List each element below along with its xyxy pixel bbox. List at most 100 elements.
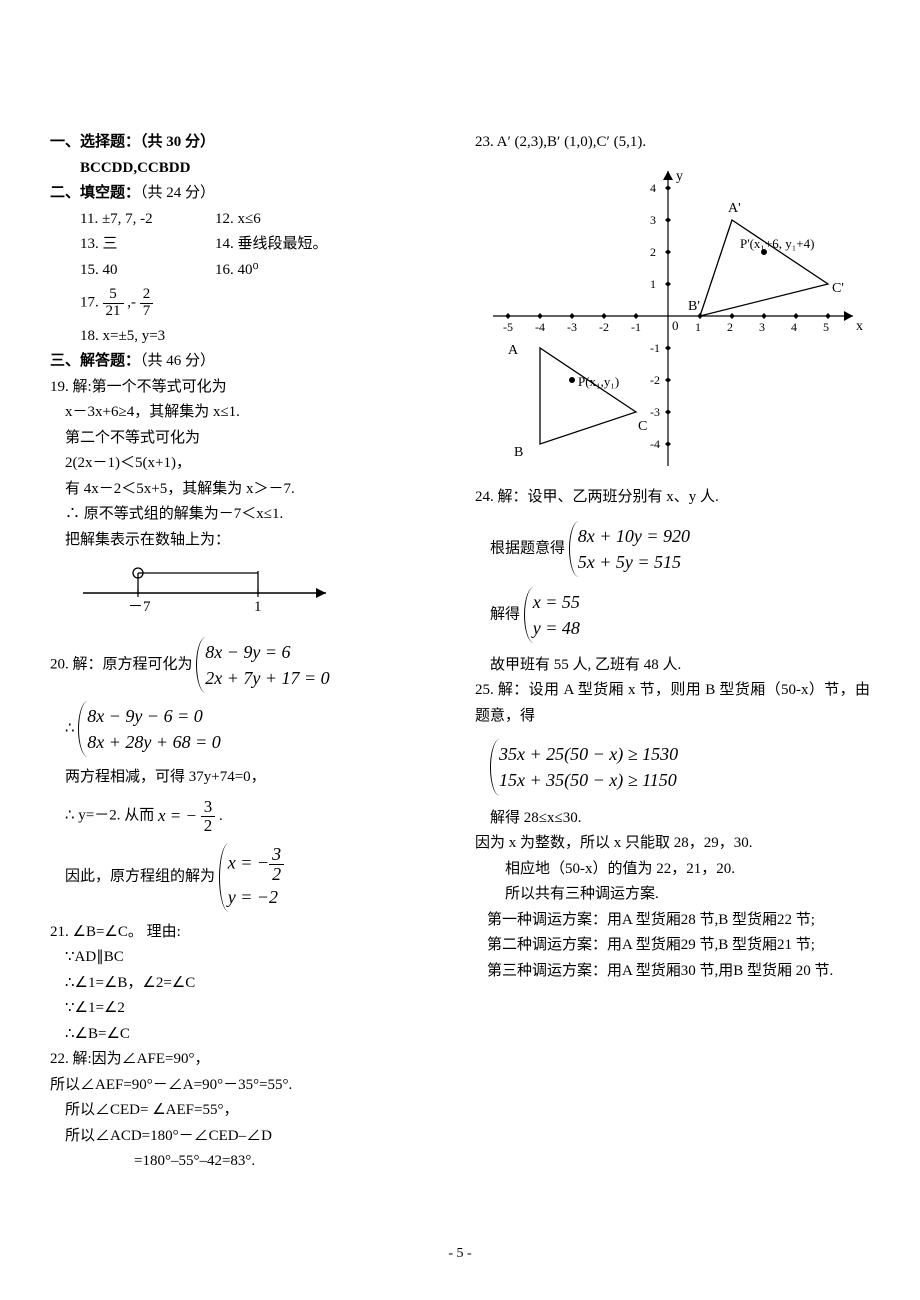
q16: 16. 40⁰ (215, 258, 259, 284)
q25-l5: 所以共有三种调运方案. (475, 882, 870, 908)
q23-plot: x y 0 -5-4-3-2-112345 -4-3-2-11234 A B C (493, 166, 870, 476)
q20-l5: 因此，原方程组的解为 (65, 869, 219, 885)
q23-l1: 23. A′ (2,3),B′ (1,0),C′ (5,1). (475, 130, 870, 156)
coordinate-plot-svg: x y 0 -5-4-3-2-112345 -4-3-2-11234 A B C (493, 166, 863, 466)
s2-title: 二、填空题： (50, 185, 140, 201)
nl-lab-left: －7 (128, 599, 151, 613)
q22-l3: 所以∠CED= ∠AEF=55°， (50, 1098, 445, 1124)
q22-l5: =180°–55°–42=83°. (50, 1149, 445, 1175)
svg-text:4: 4 (650, 181, 656, 195)
svg-text:A: A (508, 343, 519, 358)
q25: 25. 解：设用 A 型货厢 x 节，则用 B 型货厢（50-x）节，由题意，得… (475, 678, 870, 984)
q20-l3: 两方程相减，可得 37y+74=0， (50, 765, 445, 791)
q22-l2: 所以∠AEF=90°－∠A=90°－35°=55°. (50, 1073, 445, 1099)
q17-sep: ,- (127, 295, 140, 311)
svg-text:-4: -4 (535, 320, 545, 334)
q17-frac-b: 27 (140, 287, 154, 320)
q19: 19. 解:第一个不等式可化为 x－3x+6≥4，其解集为 x≤1. 第二个不等… (50, 375, 445, 623)
q25-l8: 第三种调运方案：用A 型货厢30 节,用B 型货厢 20 节. (475, 959, 870, 985)
q14: 14. 垂线段最短。 (215, 232, 328, 258)
q18: 18. x=±5, y=3 (50, 324, 445, 350)
q21-l4: ∵∠1=∠2 (50, 996, 445, 1022)
s3-points: （共 46 分） (140, 353, 215, 369)
q21-l5: ∴∠B=∠C (50, 1022, 445, 1048)
q24-l3: 解得 (490, 606, 520, 622)
s1-answers: BCCDD,CCBDD (50, 156, 445, 182)
q24-sysA: 8x + 10y = 920 5x + 5y = 515 (569, 521, 690, 577)
svg-text:3: 3 (650, 213, 656, 227)
q20-l4-eq: x = − (158, 806, 197, 825)
svg-text:2: 2 (650, 245, 656, 259)
svg-text:A': A' (728, 201, 741, 216)
q25-l1: 25. 解：设用 A 型货厢 x 节，则用 B 型货厢（50-x）节，由题意，得 (475, 678, 870, 729)
q23: 23. A′ (2,3),B′ (1,0),C′ (5,1). x y 0 -5… (475, 130, 870, 475)
q21-l3: ∴∠1=∠B，∠2=∠C (50, 971, 445, 997)
svg-text:-3: -3 (567, 320, 577, 334)
svg-text:5: 5 (823, 320, 829, 334)
nl-lab-right: 1 (254, 599, 262, 613)
svg-text:-5: -5 (503, 320, 513, 334)
q24-l4: 故甲班有 55 人, 乙班有 48 人. (475, 653, 870, 679)
svg-text:C': C' (832, 281, 844, 296)
q17-label: 17. (80, 295, 103, 311)
svg-text:P(x₁,y₁): P(x₁,y₁) (578, 374, 619, 389)
section-2: 二、填空题：（共 24 分） 11. ±7, 7, -212. x≤6 13. … (50, 181, 445, 349)
q20-sysB: 8x − 9y − 6 = 0 8x + 28y + 68 = 0 (78, 701, 220, 757)
q17-frac-a: 521 (103, 287, 124, 320)
q20-l1: 20. 解：原方程可化为 (50, 656, 196, 672)
svg-text:0: 0 (672, 318, 679, 333)
svg-text:y: y (676, 169, 683, 184)
q19-l7: 把解集表示在数轴上为： (50, 528, 445, 554)
q24: 24. 解：设甲、乙两班分别有 x、y 人. 根据题意得 8x + 10y = … (475, 485, 870, 678)
svg-text:-1: -1 (650, 341, 660, 355)
q12: 12. x≤6 (215, 207, 261, 233)
q22: 22. 解:因为∠AFE=90°， 所以∠AEF=90°－∠A=90°－35°=… (50, 1047, 445, 1175)
q21-l2: ∵AD∥BC (50, 945, 445, 971)
q19-l6: ∴ 原不等式组的解集为－7＜x≤1. (50, 502, 445, 528)
q17: 17. 521 ,- 27 (50, 287, 445, 320)
section-1: 一、选择题：（共 30 分） BCCDD,CCBDD (50, 130, 445, 181)
q20-l2: ∴ (65, 720, 78, 736)
page-body: 一、选择题：（共 30 分） BCCDD,CCBDD 二、填空题：（共 24 分… (0, 0, 920, 1240)
s1-title: 一、选择题： (50, 134, 140, 150)
q11: 11. ±7, 7, -2 (80, 207, 215, 233)
svg-text:B: B (514, 445, 523, 460)
q21: 21. ∠B=∠C。 理由: ∵AD∥BC ∴∠1=∠B，∠2=∠C ∵∠1=∠… (50, 920, 445, 1048)
svg-text:B': B' (688, 299, 700, 314)
q19-l1: 19. 解:第一个不等式可化为 (50, 375, 445, 401)
svg-text:2: 2 (727, 320, 733, 334)
q25-sysA: 35x + 25(50 − x) ≥ 1530 15x + 35(50 − x)… (490, 739, 678, 795)
q19-numberline: －7 1 (78, 561, 445, 623)
q24-sysB: x = 55 y = 48 (524, 587, 580, 643)
q20-sysC: x = −32 y = −2 (219, 843, 284, 912)
q20-l4-frac: 32 (201, 798, 216, 835)
svg-text:-1: -1 (631, 320, 641, 334)
svg-text:1: 1 (650, 277, 656, 291)
q24-l2: 根据题意得 (490, 540, 565, 556)
page-footer: - 5 - (0, 1246, 920, 1262)
q19-l2: x－3x+6≥4，其解集为 x≤1. (50, 400, 445, 426)
svg-text:1: 1 (695, 320, 701, 334)
svg-text:-2: -2 (650, 373, 660, 387)
q24-l1: 24. 解：设甲、乙两班分别有 x、y 人. (475, 485, 870, 511)
q25-l6: 第一种调运方案：用A 型货厢28 节,B 型货厢22 节; (475, 908, 870, 934)
q20-l4-end: . (219, 808, 223, 824)
svg-text:4: 4 (791, 320, 797, 334)
q20: 20. 解：原方程可化为 8x − 9y = 6 2x + 7y + 17 = … (50, 637, 445, 912)
svg-text:C: C (638, 419, 647, 434)
svg-text:x: x (856, 319, 863, 334)
section-3-head: 三、解答题：（共 46 分） (50, 349, 445, 375)
q13: 13. 三 (80, 232, 215, 258)
svg-text:3: 3 (759, 320, 765, 334)
q25-l3: 因为 x 为整数，所以 x 只能取 28，29，30. (475, 831, 870, 857)
q20-sysA: 8x − 9y = 6 2x + 7y + 17 = 0 (196, 637, 329, 693)
svg-text:-3: -3 (650, 405, 660, 419)
q25-l2: 解得 28≤x≤30. (475, 806, 870, 832)
svg-text:P'(x₁+6, y₁+4): P'(x₁+6, y₁+4) (740, 236, 814, 251)
q22-l1: 22. 解:因为∠AFE=90°， (50, 1047, 445, 1073)
q22-l4: 所以∠ACD=180°－∠CED–∠D (50, 1124, 445, 1150)
s2-points: （共 24 分） (140, 185, 215, 201)
q19-l4: 2(2x－1)＜5(x+1)， (50, 451, 445, 477)
q25-l7: 第二种调运方案：用A 型货厢29 节,B 型货厢21 节; (475, 933, 870, 959)
numberline-svg: －7 1 (78, 561, 338, 613)
